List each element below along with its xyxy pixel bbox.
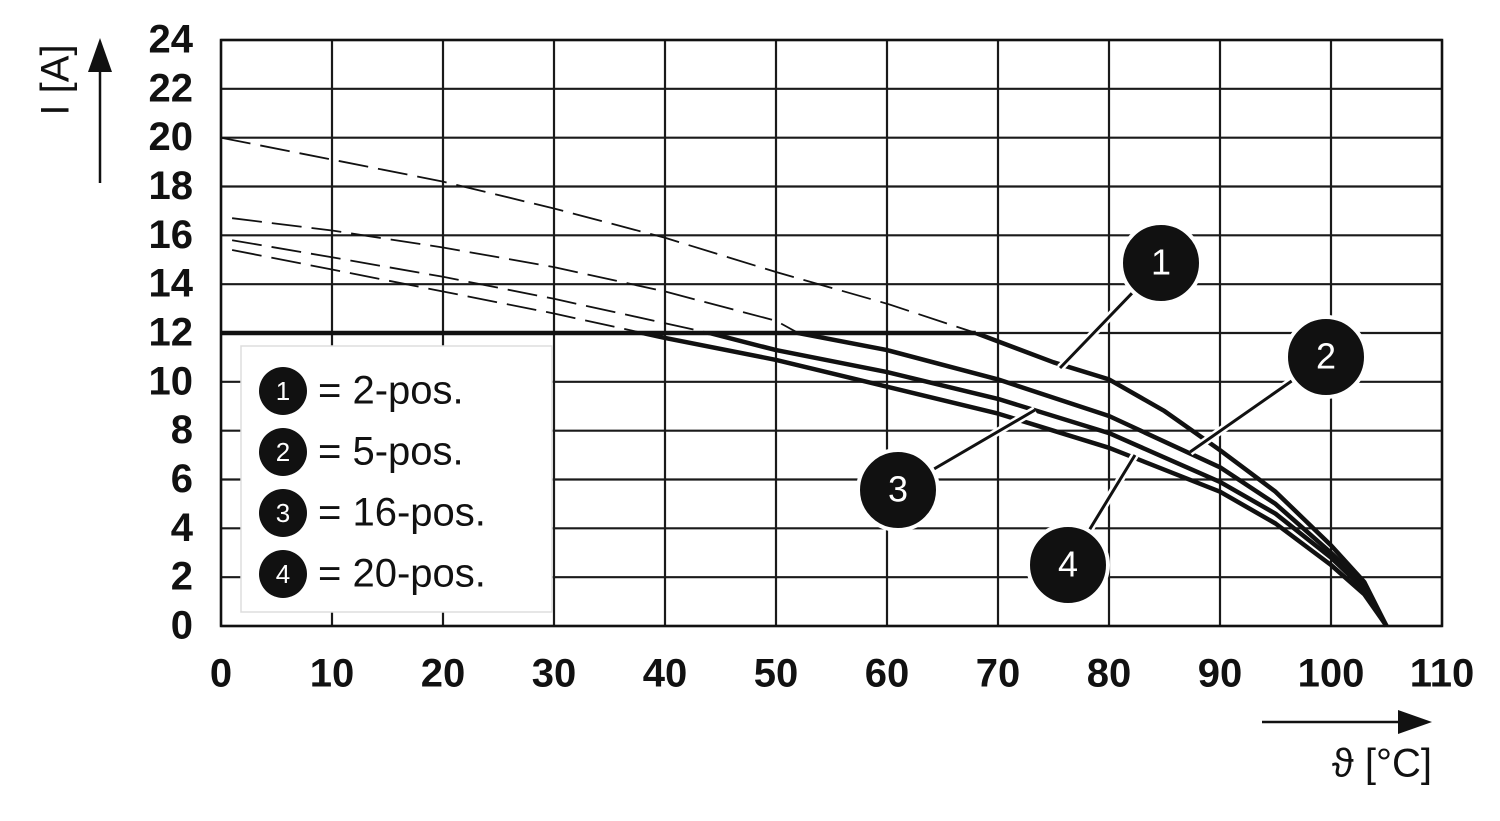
y-tick-label: 6 (171, 457, 193, 501)
y-tick-label: 18 (149, 164, 194, 208)
callout-number: 4 (1058, 544, 1078, 585)
y-tick-label: 12 (149, 311, 194, 355)
y-tick-label: 14 (149, 262, 194, 306)
curve (632, 333, 1389, 628)
y-tick-label: 8 (171, 408, 193, 452)
callout-badge (1284, 315, 1368, 399)
legend-number: 3 (276, 498, 290, 528)
y-tick-label: 4 (171, 506, 194, 550)
x-axis-title: ϑ [°C] (1332, 742, 1432, 786)
callout-number: 1 (1151, 242, 1171, 283)
y-axis-title: I [A] (34, 44, 78, 115)
legend-label: = 2-pos. (318, 369, 464, 413)
legend-label: = 5-pos. (318, 430, 464, 474)
callout-number: 2 (1316, 336, 1336, 377)
y-tick-label: 20 (149, 115, 194, 159)
legend-label: = 20-pos. (318, 552, 486, 596)
legend-badge (259, 428, 307, 476)
y-tick-label: 0 (171, 604, 193, 648)
x-tick-label: 10 (310, 652, 355, 696)
dashed-extension (221, 136, 979, 333)
legend-label: = 16-pos. (318, 491, 486, 535)
y-tick-label: 16 (149, 213, 194, 257)
curve (793, 333, 1389, 628)
x-tick-label: 0 (210, 652, 232, 696)
y-tick-label: 22 (149, 66, 194, 110)
x-axis-arrow-head (1398, 710, 1432, 734)
x-tick-label: 110 (1410, 652, 1475, 696)
callout-number: 3 (888, 469, 908, 510)
y-tick-label: 10 (149, 359, 194, 403)
x-tick-label: 80 (1087, 652, 1132, 696)
x-tick-label: 70 (976, 652, 1021, 696)
callout-badge (1026, 523, 1110, 607)
legend-badge (259, 367, 307, 415)
callout-badge (856, 448, 940, 532)
y-axis-arrow-head (88, 38, 112, 72)
x-tick-label: 90 (1198, 652, 1243, 696)
legend-number: 4 (276, 559, 290, 589)
plot-frame (219, 38, 1444, 628)
legend-number: 1 (276, 376, 290, 406)
x-tick-label: 100 (1298, 652, 1365, 696)
x-tick-label: 60 (865, 652, 910, 696)
dashed-extension (231, 239, 714, 333)
legend-number: 2 (276, 437, 290, 467)
dashed-extension (231, 249, 647, 333)
y-tick-label: 24 (149, 18, 194, 62)
x-tick-label: 30 (532, 652, 577, 696)
legend-badge (259, 489, 307, 537)
legend-badge (259, 550, 307, 598)
x-tick-label: 40 (643, 652, 688, 696)
curve (698, 333, 1389, 628)
x-tick-label: 20 (421, 652, 466, 696)
curve (968, 333, 1389, 628)
callout-badge (1119, 221, 1203, 305)
y-tick-label: 2 (171, 555, 193, 599)
x-tick-label: 50 (754, 652, 799, 696)
dashed-extension (231, 217, 803, 333)
